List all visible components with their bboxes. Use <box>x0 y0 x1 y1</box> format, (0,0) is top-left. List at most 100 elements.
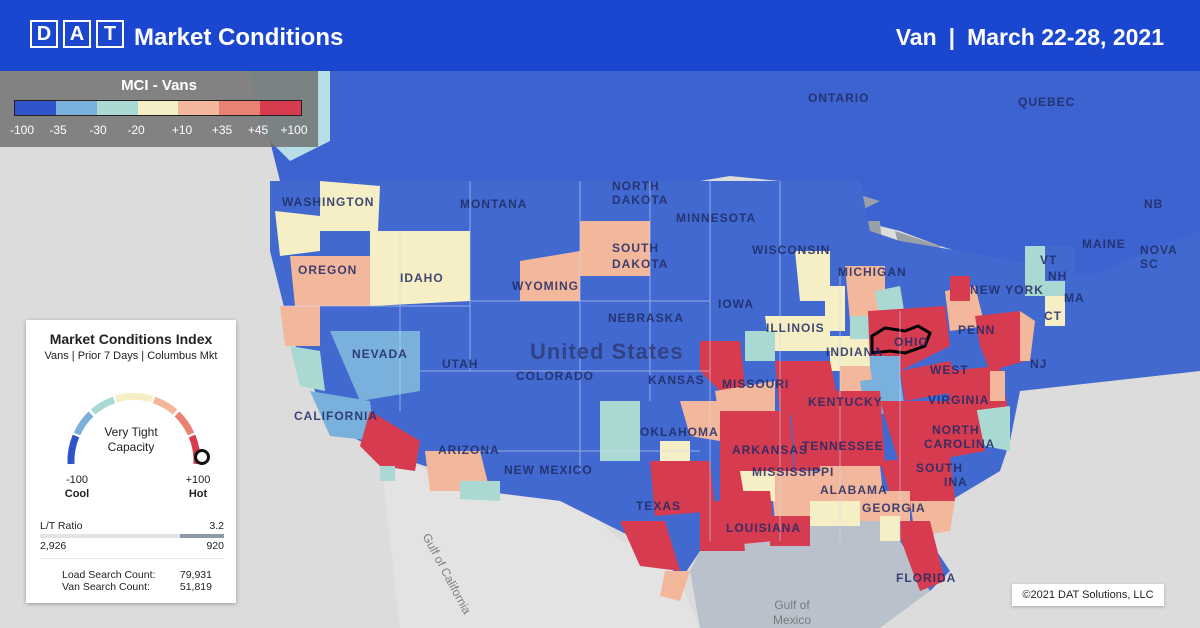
market-illinois <box>765 316 830 351</box>
label-oklahoma: OKLAHOMA <box>640 425 719 439</box>
legend-swatch <box>178 101 220 115</box>
market-florida <box>895 521 945 591</box>
market-tucson <box>460 481 500 501</box>
gauge-min-label: Cool <box>64 488 90 500</box>
load-search-label: Load Search Count: <box>62 569 156 581</box>
lt-ratio-label: L/T Ratio <box>40 520 83 532</box>
label-north-dakota-2: DAKOTA <box>612 193 669 207</box>
legend-swatch <box>15 101 56 115</box>
gauge-min-value: -100 <box>65 474 89 486</box>
gauge-label-line2: Capacity <box>107 440 155 454</box>
label-washington: WASHINGTON <box>282 195 375 209</box>
market-michigan <box>845 266 885 321</box>
market-wyoming <box>520 251 580 301</box>
market-gulf-coast <box>810 501 860 526</box>
logo-letter-t: T <box>96 20 124 48</box>
gauge-seg-3 <box>90 396 116 415</box>
label-south-dakota-1: SOUTH <box>612 241 659 255</box>
label-georgia: GEORGIA <box>862 501 926 515</box>
lt-ratio-bar <box>40 534 224 538</box>
market-ct <box>1045 296 1065 326</box>
gauge-max-value: +100 <box>185 474 211 486</box>
legend-tick: +35 <box>211 123 233 137</box>
mci-legend: MCI - Vans -100 -35 -30 -20 +10 +35 +45 … <box>0 71 318 147</box>
dat-logo: D A T <box>30 20 124 48</box>
label-south: SOUTH <box>916 461 963 475</box>
header-bar: D A T Market Conditions Van | March 22-2… <box>0 0 1200 71</box>
legend-tick: -35 <box>49 123 67 137</box>
label-new-york: NEW YORK <box>970 283 1044 297</box>
legend-swatch <box>137 101 179 115</box>
label-mississippi: MISSISSIPPI <box>752 465 835 479</box>
van-search-label: Van Search Count: <box>62 581 150 593</box>
market-dallas <box>650 461 715 516</box>
label-ohio: OHIO <box>894 335 929 349</box>
label-nh: NH <box>1048 269 1068 283</box>
legend-swatch <box>96 101 138 115</box>
legend-tick: -100 <box>9 123 35 137</box>
label-montana: MONTANA <box>460 197 528 211</box>
label-ma: MA <box>1064 291 1085 305</box>
logo-letter-d: D <box>30 20 58 48</box>
label-colorado: COLORADO <box>516 369 594 383</box>
label-tennessee: TENNESSEE <box>802 439 884 453</box>
label-nj: NJ <box>1030 357 1048 371</box>
legend-tick: +45 <box>247 123 269 137</box>
gauge-seg-6 <box>174 411 195 436</box>
market-georgia <box>860 491 910 521</box>
label-wisconsin: WISCONSIN <box>752 243 831 257</box>
label-nevada: NEVADA <box>352 347 408 361</box>
market-oregon <box>290 256 370 306</box>
legend-tick: +100 <box>280 123 308 137</box>
label-wyoming: WYOMING <box>512 279 579 293</box>
label-missouri: MISSOURI <box>722 377 790 391</box>
gauge-label-line1: Very Tight <box>104 425 158 439</box>
legend-swatch <box>219 101 261 115</box>
legend-tick: -30 <box>89 123 107 137</box>
date-range: March 22-28, 2021 <box>967 24 1164 50</box>
label-florida: FLORIDA <box>896 571 957 585</box>
equipment-type: Van <box>895 24 937 50</box>
van-search-row: Van Search Count: 51,819 <box>62 581 212 593</box>
label-ct: CT <box>1044 309 1062 323</box>
market-wa-tan <box>275 211 320 256</box>
label-north-carolina-2: CAROLINA <box>924 437 996 451</box>
market-san-antonio <box>620 521 680 571</box>
market-cal-central <box>310 391 375 441</box>
market-buffalo <box>950 276 970 301</box>
card-divider <box>40 558 224 559</box>
label-indiana: INDIANA <box>826 345 883 359</box>
legend-title: MCI - Vans <box>121 77 197 94</box>
market-carolinas <box>880 401 985 466</box>
market-nj <box>1020 311 1035 361</box>
selected-market-columbus[interactable] <box>870 324 932 355</box>
legend-tick: -20 <box>127 123 145 137</box>
market-laredo <box>660 571 690 601</box>
market-tx-panhandle <box>600 401 640 461</box>
gauge-seg-4 <box>115 392 153 403</box>
load-search-value: 79,931 <box>179 569 212 581</box>
market-idaho <box>370 231 470 306</box>
lt-ratio-fill <box>180 534 224 538</box>
market-in-north <box>850 316 870 339</box>
legend-ticks: -100 -35 -30 -20 +10 +35 +45 +100 <box>0 123 318 139</box>
label-maine: MAINE <box>1082 237 1126 251</box>
label-texas: TEXAS <box>636 499 682 513</box>
card-title: Market Conditions Index <box>49 331 213 347</box>
market-socal <box>360 411 420 471</box>
page-title: Market Conditions <box>134 24 344 51</box>
van-search-value: 51,819 <box>179 581 212 593</box>
label-illinois: ILLINOIS <box>766 321 825 335</box>
lt-ratio-row: L/T Ratio 3.2 <box>40 520 224 532</box>
label-kentucky: KENTUCKY <box>808 395 883 409</box>
market-map[interactable]: ONTARIO QUEBEC NORTH DAKOTA MONTANA WASH… <box>0 71 1200 628</box>
label-ontario: ONTARIO <box>808 91 870 105</box>
market-conditions-card: Market Conditions Index Vans | Prior 7 D… <box>26 320 236 603</box>
market-houston <box>700 501 745 551</box>
legend-tick: +10 <box>171 123 193 137</box>
market-nca <box>290 346 325 391</box>
label-alabama: ALABAMA <box>820 483 888 497</box>
header-subtitle: Van | March 22-28, 2021 <box>896 24 1164 51</box>
gauge-max-label: Hot <box>188 488 208 500</box>
label-michigan: MICHIGAN <box>838 265 907 279</box>
